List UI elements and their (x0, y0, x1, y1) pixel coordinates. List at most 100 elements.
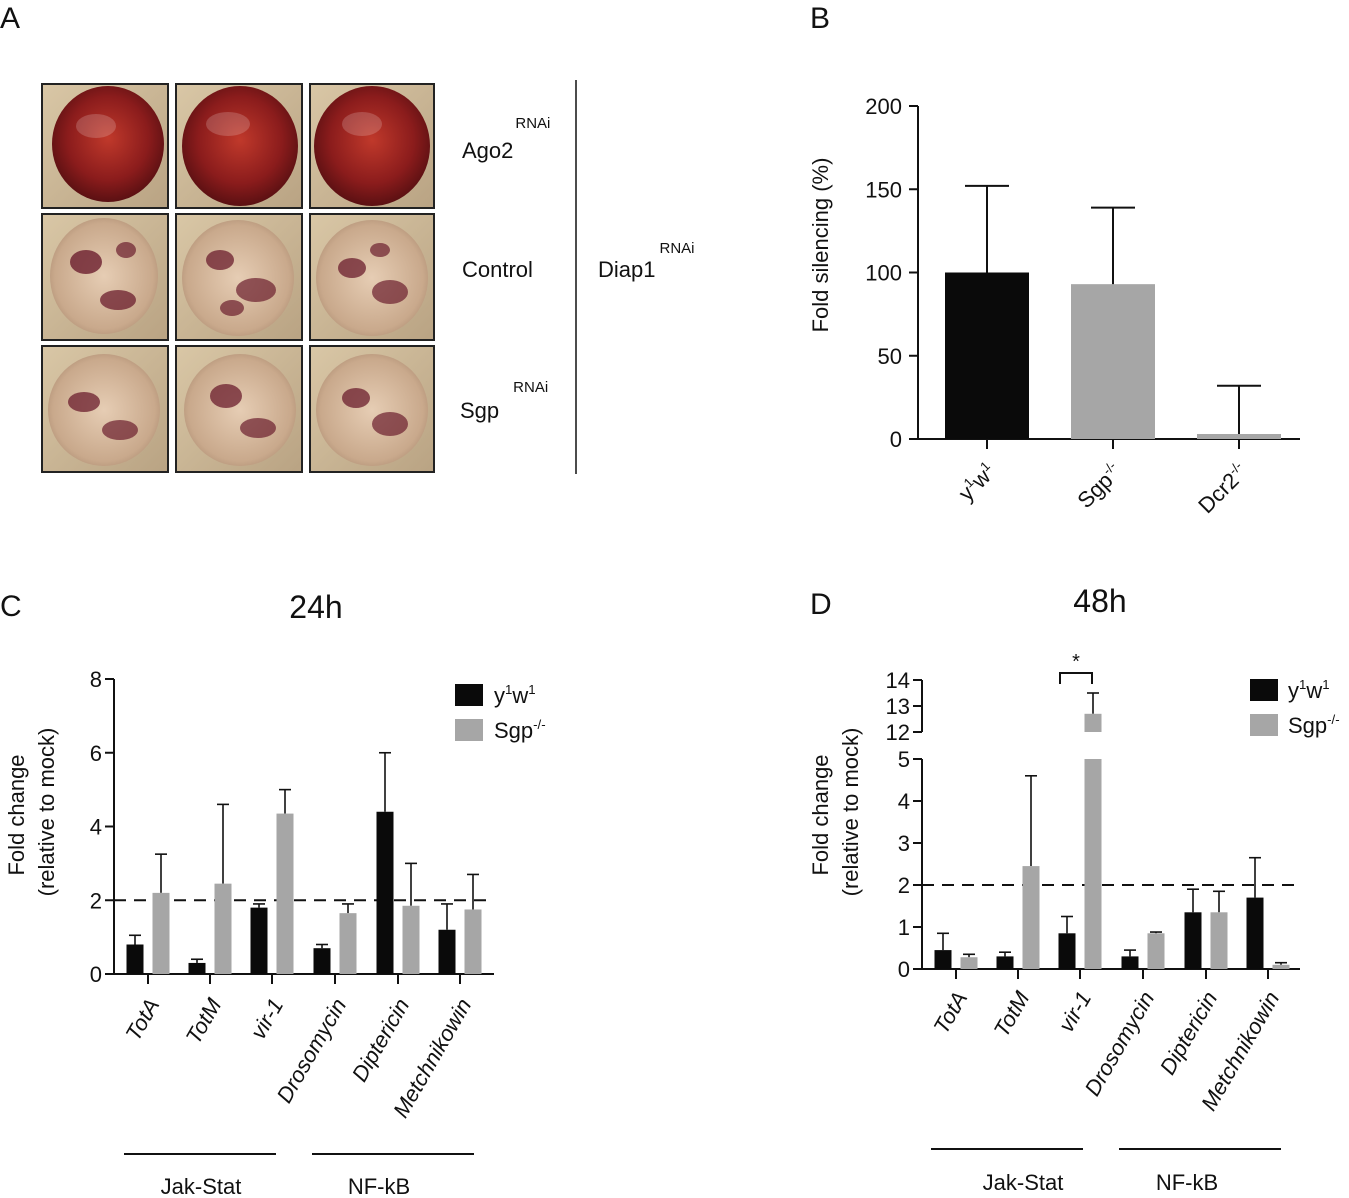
x-tick-label: Diptericin (347, 994, 415, 1086)
bar-1 (1071, 284, 1155, 439)
label-part-sup1: -/- (533, 717, 545, 732)
panel-letter-d: D (810, 588, 832, 621)
bar-y1w1-3 (1121, 956, 1139, 969)
x-tick-label: Dcr2-/- (1193, 458, 1253, 518)
y-tick-label: 150 (865, 177, 902, 202)
y-axis-label: Fold change (4, 754, 29, 875)
y-tick-label: 8 (90, 667, 102, 692)
chart-c: 24h 0 2 4 6 8 Fold change (relative to mock) Tot… (4, 589, 546, 1198)
bar-y1w1-0 (934, 950, 952, 969)
y-tick-label: 13 (886, 694, 910, 719)
bar-Sgp-/--5 (464, 909, 482, 974)
y-tick-label: 3 (898, 831, 910, 856)
bar-y1w1-0 (126, 944, 144, 974)
eye-image-sgp-3 (309, 345, 435, 473)
group-label-nf-kb: NF-kB (1156, 1170, 1218, 1195)
label-part-base: y (494, 683, 505, 708)
eye-image-ago2-1 (41, 83, 169, 209)
chart-b: 0 50 100 150 200 Fold silencing (%) y1w1 Sgp-/-… (808, 94, 1300, 518)
label-part-sup2: 1 (1322, 677, 1329, 692)
x-tick-label: TotA (928, 987, 972, 1038)
bar-Sgp-/--1 (214, 883, 232, 974)
x-tick-label: vir-1 (1053, 987, 1096, 1036)
legend-label: Sgp-/- (1288, 712, 1340, 738)
bar-y1w1-2 (1058, 933, 1076, 969)
legend-swatch-1 (455, 719, 483, 741)
eye-group-label: Diap1RNAi (598, 240, 695, 282)
y-tick-label: 4 (898, 789, 910, 814)
group-label-nf-kb: NF-kB (348, 1174, 410, 1198)
bar-Sgp-/--0 (960, 957, 978, 969)
group-label-jak-stat: Jak-Stat (983, 1170, 1064, 1195)
chart-title: 24h (289, 589, 342, 625)
y-tick-label: 6 (90, 741, 102, 766)
label-part-mid: w (1305, 678, 1322, 703)
legend-swatch-0 (1250, 679, 1278, 701)
y-tick-label: 50 (878, 344, 902, 369)
eye-image-control-1 (41, 213, 169, 341)
legend-swatch-0 (455, 684, 483, 706)
eye-image-sgp-1 (41, 345, 169, 473)
y-tick-label: 0 (90, 962, 102, 987)
x-tick-label: TotM (989, 986, 1035, 1041)
label-part-sup1: 1 (1299, 677, 1306, 692)
significance-star: * (1072, 651, 1080, 673)
y-tick-label: 0 (898, 957, 910, 982)
legend-label: Sgp-/- (494, 717, 546, 743)
legend-swatch-1 (1250, 714, 1278, 736)
y-axis-label-2: (relative to mock) (838, 728, 863, 897)
bar-Sgp-/--4 (402, 905, 420, 974)
bar-y1w1-5 (1246, 897, 1264, 969)
panel-letter-b: B (810, 2, 830, 35)
y-tick-label: 100 (865, 261, 902, 286)
bar-Sgp-/--4 (1210, 912, 1228, 969)
eye-row-label-ago2: Ago2RNAi (462, 115, 550, 163)
label-part-sup1: 1 (505, 682, 512, 697)
bar-y1w1-4 (1184, 912, 1202, 969)
x-tick-label: TotA (120, 994, 164, 1045)
bar-y1w1-4 (376, 811, 394, 974)
eye-image-sgp-2 (175, 345, 303, 473)
x-tick-label: TotM (181, 993, 227, 1048)
bar-y1w1-1 (996, 956, 1014, 969)
x-tick-label: Diptericin (1155, 987, 1223, 1079)
bar-Sgp-/--3 (1147, 933, 1165, 969)
panel-letter-c: C (0, 590, 22, 623)
x-tick-label: Sgp-/- (1072, 458, 1127, 513)
bar-Sgp-/--0 (152, 892, 170, 974)
bar-Sgp-/--2 (276, 813, 294, 974)
label-part-base: Sgp (1288, 713, 1327, 738)
y-tick-label: 2 (898, 873, 910, 898)
bar-y1w1-2 (250, 907, 268, 974)
bar-y1w1-3 (313, 948, 331, 974)
significance-bracket (1059, 672, 1093, 684)
eye-row-label-sgp: SgpRNAi (460, 379, 548, 423)
eye-image-ago2-2 (175, 83, 303, 209)
legend-label: y1w1 (494, 682, 536, 708)
x-tick-label: vir-1 (245, 994, 288, 1043)
bar-Sgp-/--2-lower (1084, 759, 1102, 969)
y-tick-label: 2 (90, 888, 102, 913)
y-tick-label: 1 (898, 915, 910, 940)
bar-2 (1197, 434, 1281, 439)
label-part-mid: w (511, 683, 528, 708)
y-tick-label: 14 (886, 668, 910, 693)
bar-y1w1-1 (188, 962, 206, 974)
y-tick-label: 5 (898, 747, 910, 772)
eye-image-control-3 (309, 213, 435, 341)
y-tick-label: 12 (886, 720, 910, 745)
legend-label: y1w1 (1288, 677, 1330, 703)
bar-y1w1-5 (438, 929, 456, 974)
eye-image-control-2 (175, 213, 303, 341)
y-tick-label: 200 (865, 94, 902, 119)
label-part-sup1: -/- (1327, 712, 1339, 727)
group-label-jak-stat: Jak-Stat (161, 1174, 242, 1198)
bar-0 (945, 272, 1029, 439)
label-part-base: Sgp (494, 718, 533, 743)
y-tick-label: 4 (90, 815, 102, 840)
eye-image-grid (41, 83, 435, 473)
bar-Sgp-/--3 (339, 913, 357, 974)
panel-letter-a: A (0, 2, 20, 35)
